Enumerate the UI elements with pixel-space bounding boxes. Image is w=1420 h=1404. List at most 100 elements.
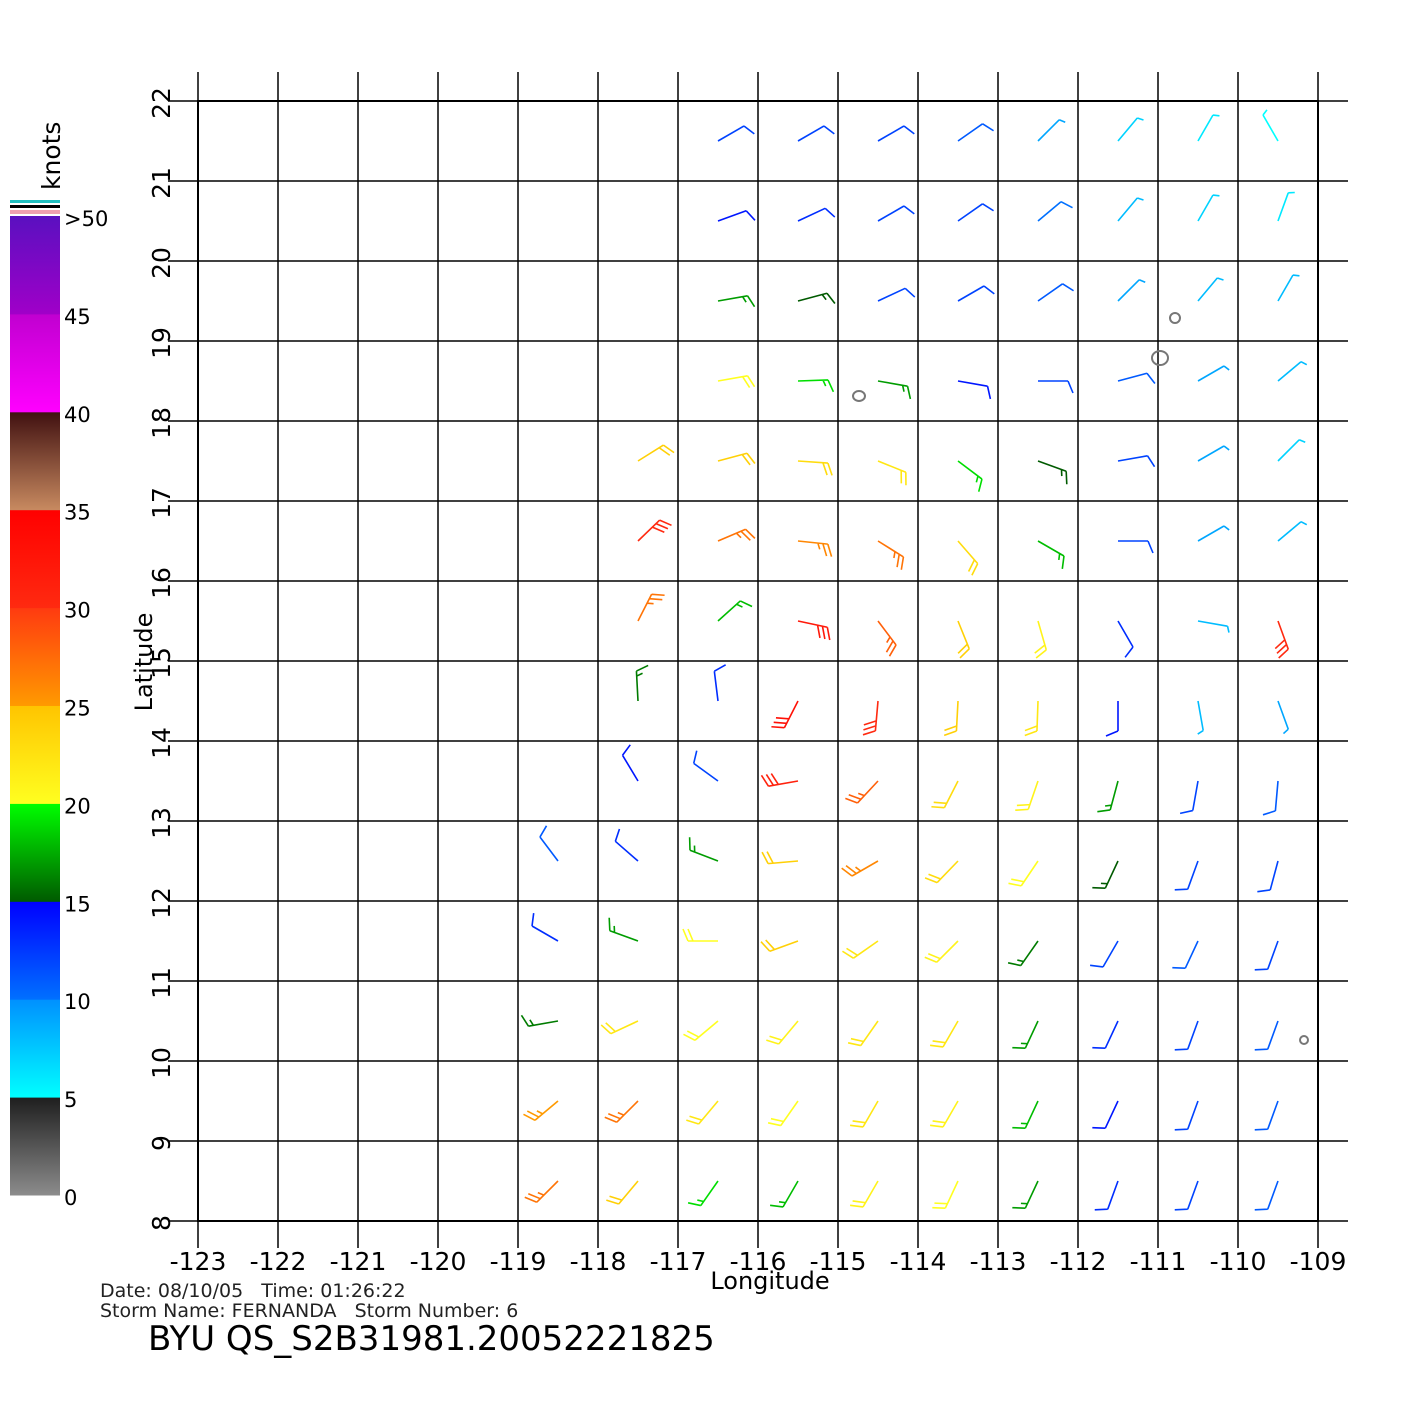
wind-barb (1172, 940, 1199, 969)
wind-barb (847, 1020, 879, 1047)
colorbar-band (10, 216, 60, 315)
wind-barb (1012, 1100, 1039, 1129)
x-tick-label: -117 (650, 1247, 707, 1276)
y-tick-label: 12 (147, 887, 176, 919)
x-tick-label: -120 (410, 1247, 467, 1276)
colorbar-tick-label: >50 (64, 207, 108, 231)
wind-barb (760, 773, 799, 787)
wind-barb (717, 600, 753, 622)
x-tick-label: -111 (1130, 1247, 1187, 1276)
y-tick-label: 21 (147, 167, 176, 199)
plot-frame (197, 100, 1319, 1222)
wind-barb (957, 203, 994, 222)
wind-barb (637, 444, 675, 462)
wind-barb (1197, 277, 1224, 302)
wind-barb (635, 664, 649, 702)
wind-barb (761, 851, 799, 865)
colorbar-band (10, 411, 60, 511)
wind-barb (1090, 940, 1119, 968)
wind-barb (1197, 114, 1220, 142)
y-tick-label: 16 (147, 567, 176, 599)
colorbar-tick-label: 35 (64, 501, 91, 525)
wind-barb (877, 620, 897, 657)
wind-barb (1117, 372, 1156, 385)
x-tick-label: -122 (250, 1247, 307, 1276)
wind-barb (1254, 1100, 1279, 1131)
x-tick-label: -123 (170, 1247, 227, 1276)
wind-barb (1262, 780, 1279, 816)
wind-barb (1015, 780, 1039, 811)
wind-barb (1037, 460, 1068, 485)
tick-labels: -123 -122 -121 -120 -119 -118 -117 -116 -115 -114… (147, 87, 1346, 1276)
wind-barb (797, 460, 833, 476)
wind-barb (606, 1180, 639, 1205)
wind-barb (1197, 620, 1230, 633)
wind-barb (1277, 439, 1306, 462)
y-tick-label: 18 (147, 407, 176, 439)
y-axis-label: Latitude (130, 613, 158, 712)
wind-barb (1117, 279, 1146, 302)
wind-barb (931, 780, 959, 809)
y-tick-label: 9 (147, 1135, 176, 1151)
colorbar-tick-label: 10 (64, 990, 91, 1014)
wind-barb (1092, 860, 1119, 889)
grid (168, 72, 1348, 1248)
wind-barb (604, 1100, 639, 1123)
wind-barb (1012, 1180, 1039, 1209)
colorbar-tick-label: 20 (64, 794, 91, 818)
wind-barb (1008, 860, 1039, 887)
wind-barb (797, 540, 833, 557)
wind-barb (713, 664, 727, 702)
wind-barb (1118, 540, 1154, 554)
wind-barb (523, 1100, 559, 1121)
y-tick-label: 11 (147, 967, 176, 999)
wind-barb (771, 700, 799, 729)
x-tick-label: -116 (730, 1247, 787, 1276)
y-tick-label: 22 (147, 87, 176, 119)
colorbar-tick-label: 15 (64, 892, 91, 916)
wind-barb (717, 375, 756, 389)
wind-barb (932, 1180, 959, 1209)
wind-barb (1038, 380, 1074, 394)
colorbar-tick-label: 0 (64, 1186, 77, 1210)
wind-barb (1254, 1020, 1279, 1051)
wind-barb (614, 828, 639, 862)
wind-barb (717, 295, 756, 308)
y-tick-label: 17 (147, 487, 176, 519)
wind-barb (845, 780, 879, 804)
wind-barb (841, 860, 879, 877)
colorbar-tick-label: 25 (64, 697, 91, 721)
wind-barb (797, 620, 831, 641)
island (1151, 350, 1169, 366)
x-tick-label: -121 (330, 1247, 387, 1276)
colorbar-band (10, 901, 60, 1000)
wind-barb (1257, 860, 1279, 893)
wind-barb (957, 123, 994, 142)
wind-barb (1034, 620, 1048, 659)
wind-barb (760, 939, 799, 953)
wind-barb (850, 1180, 879, 1208)
y-tick-label: 10 (147, 1047, 176, 1079)
wind-barb (957, 285, 995, 302)
wind-barb (1092, 1020, 1119, 1049)
y-tick-label: 8 (147, 1215, 176, 1231)
x-tick-label: -114 (890, 1247, 947, 1276)
x-tick-label: -113 (970, 1247, 1027, 1276)
wind-barb (539, 825, 559, 862)
colorbar-tick-label: 40 (64, 403, 91, 427)
wind-barb (1094, 1180, 1119, 1211)
x-tick-label: -112 (1050, 1247, 1107, 1276)
wind-barb (770, 1180, 799, 1208)
wind-barb (797, 125, 835, 142)
x-tick-label: -118 (570, 1247, 627, 1276)
wind-barb (637, 593, 665, 622)
wind-barb (1117, 455, 1156, 468)
island (852, 390, 866, 402)
x-tick-label: -119 (490, 1247, 547, 1276)
y-tick-label: 15 (147, 647, 176, 679)
y-tick-label: 20 (147, 247, 176, 279)
storm-name: Storm Name: FERNANDA Storm Number: 6 (100, 1300, 518, 1322)
colorbar-band (10, 803, 60, 902)
wind-barb (957, 460, 983, 492)
wind-barb (524, 1180, 559, 1203)
